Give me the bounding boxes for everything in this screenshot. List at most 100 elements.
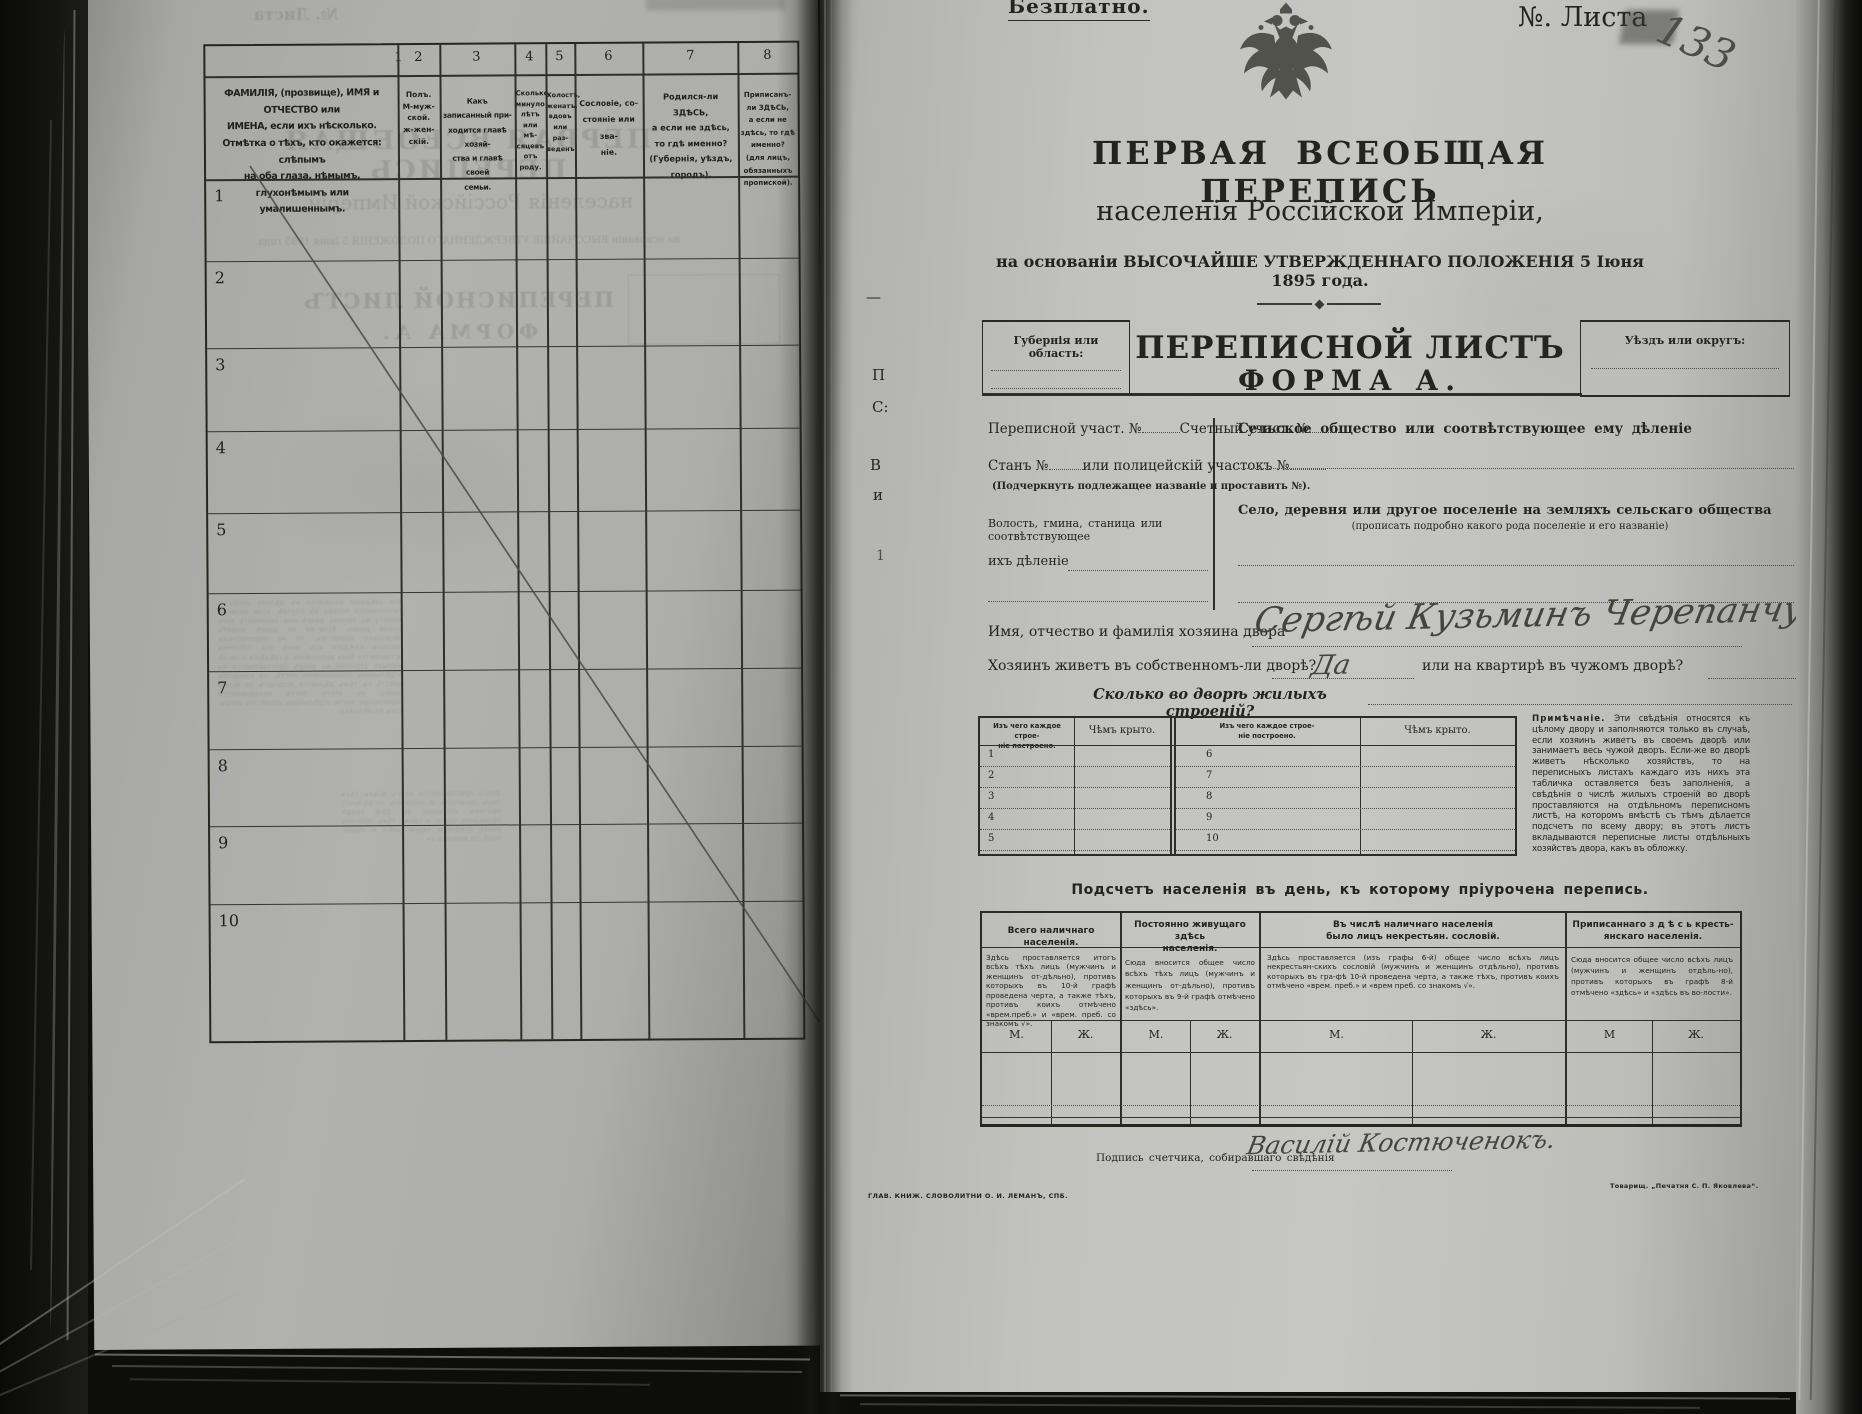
province-blank-line (991, 388, 1121, 389)
buildings-row-rule (1176, 829, 1515, 830)
gutter-mark: 1 (876, 548, 885, 564)
buildings-row-rule (980, 808, 1170, 809)
owner-name-label: Имя, отчество и фамилія хозяина двора (988, 624, 1286, 640)
census-precinct-line: Переписной участ. № Счетный участ. № (988, 421, 1349, 437)
note-text: Эти свѣдѣнія относятся къ цѣлому двору и… (1532, 714, 1750, 854)
building-row-num: 8 (1206, 791, 1213, 802)
enumerator-signature-label: Подпись счетчика, собиравшаго свѣдѣнія (1096, 1152, 1335, 1164)
census-subtitle: населенія Россійской Имперіи, (1096, 196, 1544, 227)
sheet-edge-line (29, 120, 53, 1270)
rent-answer-blank (1708, 678, 1796, 679)
summary-header-2: Постоянно живущаго здѣсь населенія. (1134, 920, 1246, 955)
sheet-edge-line (839, 1394, 1791, 1400)
rural-society-blank (1238, 468, 1794, 469)
signature-underline (1252, 1170, 1452, 1171)
building-row-num: 2 (988, 770, 995, 781)
building-row-num: 1 (988, 749, 995, 760)
imperial-double-eagle-icon (1240, 2, 1332, 100)
summary-heading: Подсчетъ населенія въ день, къ которому … (1071, 882, 1649, 898)
province-label: Губернія или область: (1013, 334, 1099, 360)
blank-dots (1048, 469, 1083, 470)
buildings-row-rule (980, 787, 1170, 788)
sheet-edge-line (95, 1353, 810, 1361)
summary-mid-rule (1652, 1020, 1653, 1124)
province-blank-line (991, 370, 1121, 371)
material-header-right: Изъ чего каждое строе- ніе построено. (1219, 722, 1315, 741)
province-box: Губернія или область: (982, 320, 1130, 395)
form-heading-line1: ПЕРЕПИСНОЙ ЛИСТЪ (1135, 330, 1565, 366)
form-heading-line2: ФОРМА А. (1237, 364, 1463, 397)
gutter-mark: С: (872, 398, 889, 416)
volost-blank2 (988, 601, 1208, 602)
district-blank-line (1591, 368, 1779, 369)
gutter-mark: П (872, 366, 886, 384)
sheet-edge-line (130, 1378, 650, 1386)
roof-header-left: Чѣмъ крыто. (1088, 725, 1156, 736)
ornament-diamond (1314, 299, 1324, 309)
summary-m: М. (1329, 1028, 1344, 1041)
census-basis-line: на основаніи ВЫСОЧАЙШЕ УТВЕРЖДЕННАГО ПОЛ… (996, 252, 1644, 290)
bleedthrough-sheet-no: №. Листа (253, 4, 339, 24)
own-answer-handwritten: Да (1308, 649, 1354, 682)
blank-dots (1308, 432, 1349, 433)
summary-desc-1: Здѣсь проставляется итогъ всѣхъ тѣхъ лиц… (986, 953, 1116, 1029)
buildings-row-rule (1176, 850, 1515, 851)
blank-dots (1141, 432, 1180, 433)
roof-header-right: Чѣмъ крыто. (1404, 725, 1471, 736)
summary-mz-top-rule (982, 1020, 1740, 1021)
location-section-divider (1213, 418, 1215, 610)
building-row-num: 3 (988, 791, 995, 802)
police-precinct-label: или полицейскій участокъ № (1082, 458, 1290, 474)
summary-mz-bottom-rule (982, 1052, 1740, 1053)
sheet-edge-line (66, 10, 76, 1340)
summary-header-3: Въ числѣ наличнаго населенія было лицъ н… (1326, 920, 1500, 943)
sheet-edge-line (1798, 0, 1820, 1400)
summary-entry-dotted-rule (982, 1105, 1740, 1106)
blank-dots (1289, 469, 1326, 470)
village-blank2 (1238, 602, 1794, 603)
buildings-heading: Сколько во дворѣ жилыхъ строеній? (1093, 686, 1327, 720)
gutter-mark: — (866, 288, 881, 306)
stan-label: Станъ № (988, 458, 1049, 474)
printer-imprint-right: Товарищ. „Печатня С. П. Яковлева“. (1610, 1182, 1759, 1190)
sheet-edge-line (49, 30, 66, 1330)
volost-line1: Волость, гмина, станица или соотвѣтствую… (988, 517, 1163, 543)
material-header-left: Изъ чего каждое строе- ніе построено. (993, 722, 1061, 751)
summary-f: Ж. (1688, 1028, 1704, 1041)
summary-m: М. (1148, 1028, 1164, 1041)
summary-f: Ж. (1216, 1028, 1233, 1041)
buildings-double-rule (1174, 718, 1176, 854)
summary-desc-2: Сюда вносится общее число всѣхъ тѣхъ лиц… (1125, 958, 1255, 1013)
gutter-mark: и (873, 486, 883, 504)
own-answer-blank (1272, 678, 1414, 679)
summary-header-1: Всего наличнаго населенія. (1007, 926, 1095, 949)
underline-note: (Подчеркнуть подлежащее названіе и прост… (992, 481, 1311, 492)
buildings-col-rule (1074, 718, 1075, 854)
printer-imprint-left: ГЛАВ. КНИЖ. СЛОВОЛИТНИ О. И. ЛЕМАНЪ, СПБ… (868, 1192, 1068, 1200)
building-row-num: 10 (1206, 833, 1219, 844)
owner-name-handwritten: Сергѣй Кузьминъ Черепанчукъ (1251, 588, 1852, 642)
sheet-edge-line (859, 1403, 1701, 1409)
summary-entry-rule (982, 1117, 1740, 1118)
rural-society-label: Сельское общество или соотвѣтствующее ем… (1238, 421, 1693, 437)
summary-col-rule (1259, 913, 1261, 1124)
census-precinct-label: Переписной участ. № (988, 421, 1142, 437)
note-label: Примѣчаніе. (1532, 714, 1606, 724)
building-row-num: 9 (1206, 812, 1213, 823)
district-box: Уѣздъ или округъ: (1580, 320, 1790, 397)
right-book-edge (1796, 0, 1862, 1414)
buildings-row-rule (1176, 766, 1515, 767)
summary-m: М. (1009, 1028, 1024, 1041)
volost-blank (1068, 570, 1208, 571)
left-page: №. Листа ПЕРВАЯ ВСЕОБЩАЯ ПЕРЕПИСЬ населе… (86, 0, 827, 1350)
buildings-heading-blank (1368, 704, 1792, 705)
building-row-num: 7 (1206, 770, 1213, 781)
gutter-shadow (820, 0, 854, 1392)
ornament-divider (1257, 299, 1381, 309)
building-row-num: 5 (988, 833, 995, 844)
sheet-edge-line (1809, 0, 1837, 1400)
own-question-label: Хозяинъ живетъ въ собственномъ-ли дворѣ? (988, 658, 1317, 674)
summary-f: Ж. (1077, 1028, 1094, 1041)
account-precinct-label: Счетный участ. № (1179, 421, 1309, 437)
